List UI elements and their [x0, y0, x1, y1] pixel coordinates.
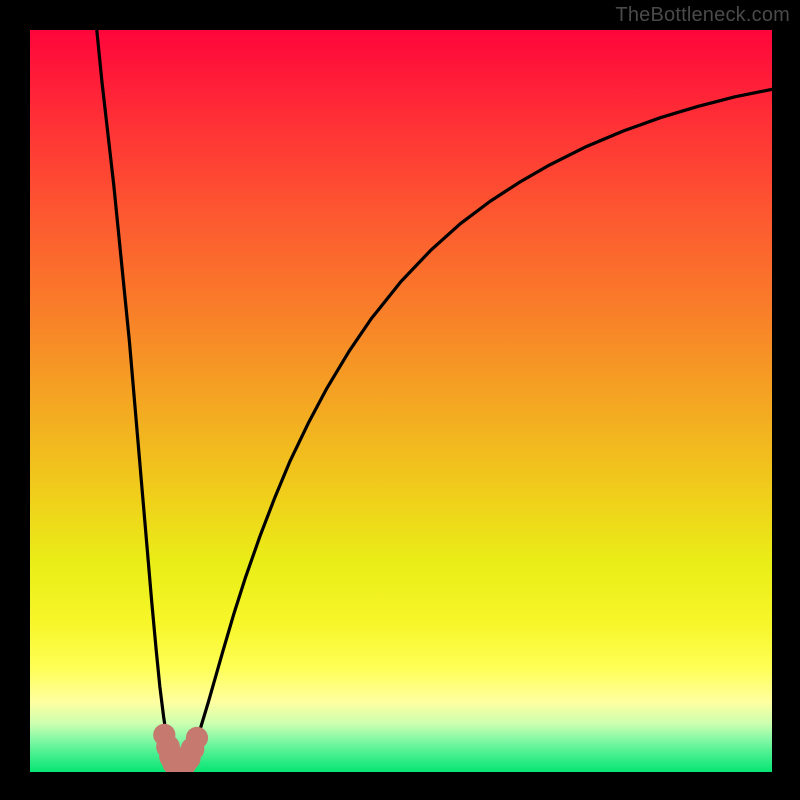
bottleneck-curve-chart [0, 0, 800, 800]
dip-marker [186, 727, 208, 749]
chart-container: TheBottleneck.com [0, 0, 800, 800]
gradient-background [30, 30, 772, 772]
watermark-text: TheBottleneck.com [615, 4, 790, 27]
